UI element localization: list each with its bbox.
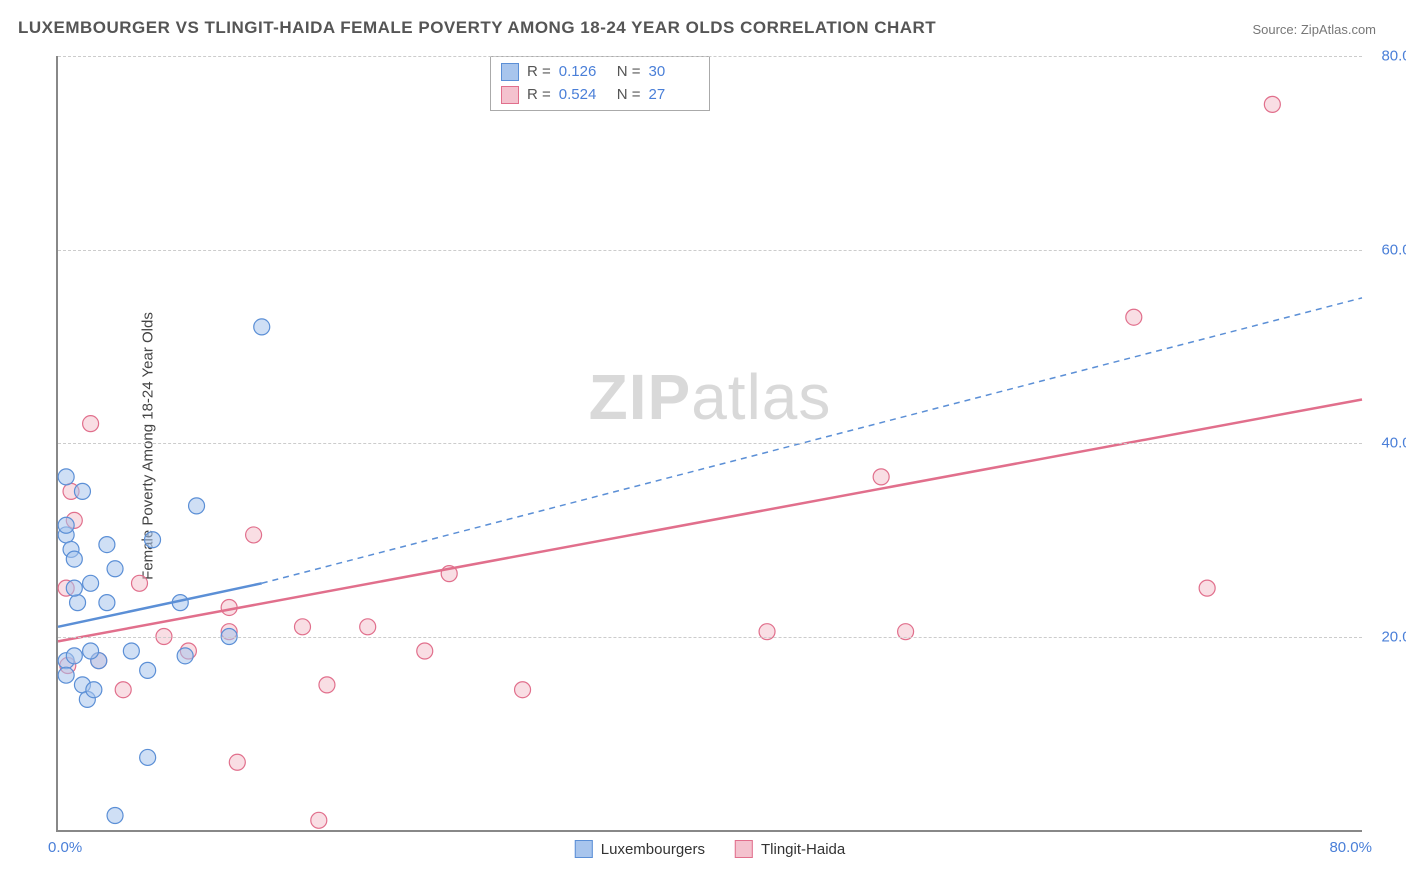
data-point — [140, 749, 156, 765]
data-point — [58, 517, 74, 533]
data-point — [140, 662, 156, 678]
x-tick-min: 0.0% — [48, 839, 82, 856]
gridline — [58, 443, 1362, 444]
bottom-legend: Luxembourgers Tlingit-Haida — [575, 840, 845, 858]
y-tick-label: 40.0% — [1381, 435, 1406, 452]
trend-line — [262, 298, 1362, 583]
data-point — [99, 537, 115, 553]
data-point — [70, 595, 86, 611]
data-point — [873, 469, 889, 485]
legend-swatch-0 — [575, 840, 593, 858]
data-point — [145, 532, 161, 548]
y-tick-label: 20.0% — [1381, 628, 1406, 645]
data-point — [360, 619, 376, 635]
data-point — [295, 619, 311, 635]
data-point — [1126, 309, 1142, 325]
gridline — [58, 56, 1362, 57]
legend-item-1: Tlingit-Haida — [735, 840, 845, 858]
data-point — [177, 648, 193, 664]
data-point — [246, 527, 262, 543]
data-point — [83, 575, 99, 591]
data-point — [58, 469, 74, 485]
data-point — [254, 319, 270, 335]
plot-area: ZIPatlas R = 0.126 N = 30 R = 0.524 N = … — [56, 56, 1362, 832]
data-point — [115, 682, 131, 698]
trend-line — [58, 399, 1362, 641]
legend-swatch-1 — [735, 840, 753, 858]
legend-label-1: Tlingit-Haida — [761, 841, 845, 858]
data-point — [311, 812, 327, 828]
gridline — [58, 250, 1362, 251]
data-point — [132, 575, 148, 591]
legend-label-0: Luxembourgers — [601, 841, 705, 858]
data-point — [83, 643, 99, 659]
legend-item-0: Luxembourgers — [575, 840, 705, 858]
data-point — [66, 551, 82, 567]
data-point — [74, 483, 90, 499]
data-point — [515, 682, 531, 698]
data-point — [123, 643, 139, 659]
data-point — [319, 677, 335, 693]
data-point — [83, 416, 99, 432]
data-point — [99, 595, 115, 611]
source-attribution: Source: ZipAtlas.com — [1252, 22, 1376, 37]
y-tick-label: 60.0% — [1381, 241, 1406, 258]
data-point — [107, 561, 123, 577]
data-point — [66, 580, 82, 596]
data-point — [58, 667, 74, 683]
data-point — [86, 682, 102, 698]
x-tick-max: 80.0% — [1329, 839, 1372, 856]
chart-title: LUXEMBOURGER VS TLINGIT-HAIDA FEMALE POV… — [18, 18, 936, 38]
data-point — [229, 754, 245, 770]
data-point — [1199, 580, 1215, 596]
data-point — [1264, 96, 1280, 112]
data-point — [189, 498, 205, 514]
data-point — [66, 648, 82, 664]
data-point — [417, 643, 433, 659]
y-tick-label: 80.0% — [1381, 48, 1406, 65]
gridline — [58, 637, 1362, 638]
data-point — [107, 807, 123, 823]
